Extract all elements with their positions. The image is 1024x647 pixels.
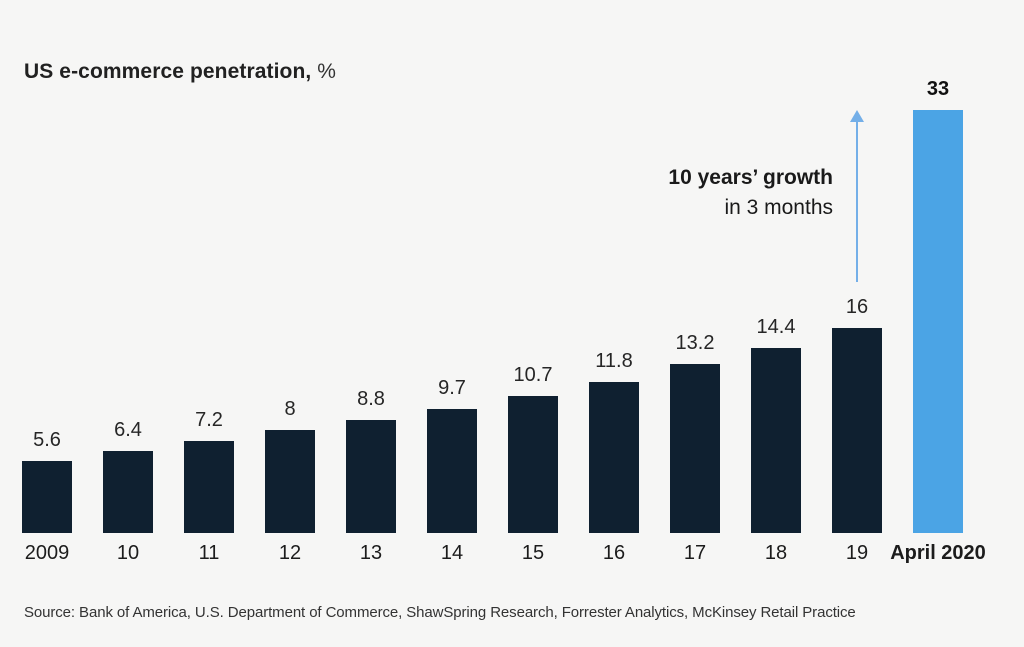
axis-label-april-2020: April 2020 [890,542,986,564]
bar-value-11: 7.2 [195,409,223,431]
bar-12 [265,430,315,533]
axis-label-17: 17 [683,542,707,564]
bar-value-19: 16 [845,296,869,318]
chart-title-main: US e-commerce penetration, [24,60,312,83]
axis-label-13: 13 [359,542,383,564]
axis-label-15: 15 [521,542,545,564]
arrow-head-icon [850,110,864,122]
axis-label-10: 10 [116,542,140,564]
bar-value-15: 10.7 [513,364,553,386]
bar-17 [670,364,720,533]
bar-19 [832,328,882,533]
axis-label-18: 18 [764,542,788,564]
bar-14 [427,409,477,533]
axis-label-19: 19 [845,542,869,564]
bar-value-18: 14.4 [756,316,796,338]
growth-annotation: 10 years’ growth in 3 months [668,163,833,223]
bar-16 [589,382,639,533]
bar-value-12: 8 [284,398,296,420]
bar-11 [184,441,234,533]
bar-value-17: 13.2 [675,332,715,354]
chart-title-unit: % [311,60,337,83]
bar-april-2020 [913,110,963,533]
bar-15 [508,396,558,533]
axis-label-12: 12 [278,542,302,564]
annotation-line2: in 3 months [724,196,833,219]
bar-value-16: 11.8 [595,350,633,372]
axis-label-16: 16 [602,542,626,564]
axis-label-2009: 2009 [24,542,70,564]
arrow-line [856,121,858,282]
bar-value-10: 6.4 [114,419,142,441]
source-note: Source: Bank of America, U.S. Department… [24,604,856,621]
bar-2009 [22,461,72,533]
annotation-line1: 10 years’ growth [668,166,833,189]
bar-value-2009: 5.6 [33,429,61,451]
axis-label-14: 14 [440,542,464,564]
bar-10 [103,451,153,533]
bar-value-13: 8.8 [357,388,385,410]
axis-label-11: 11 [198,542,220,564]
bar-13 [346,420,396,533]
bar-value-april-2020: 33 [926,78,950,100]
chart-title: US e-commerce penetration, % [24,60,336,84]
bar-18 [751,348,801,533]
bar-value-14: 9.7 [438,377,466,399]
